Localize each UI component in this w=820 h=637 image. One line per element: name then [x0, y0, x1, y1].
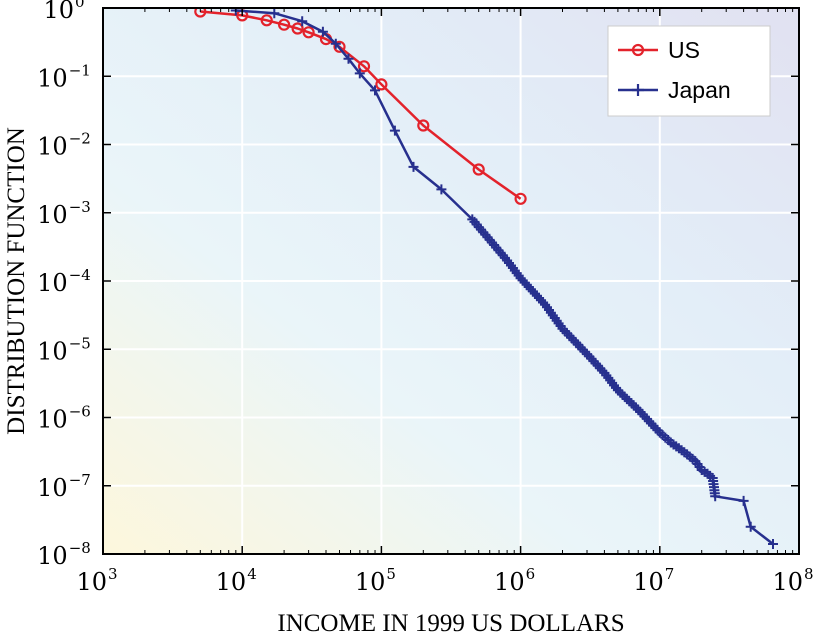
- legend-japan-marker: [632, 84, 644, 96]
- us-data-point: [194, 8, 207, 18]
- japan-data-point: [297, 16, 308, 27]
- us-data-point: [278, 18, 291, 31]
- x-tick-label: 106: [494, 565, 535, 596]
- x-tick-label: 104: [216, 565, 257, 596]
- x-tick-label: 105: [355, 565, 396, 596]
- us-data-point: [333, 40, 346, 53]
- y-axis-label: DISTRIBUTION FUNCTION: [3, 127, 30, 435]
- us-data-point: [260, 14, 273, 27]
- japan-data-point: [389, 125, 400, 136]
- us-data-point: [514, 192, 527, 205]
- japan-data-point: [570, 337, 581, 348]
- japan-data-point: [564, 330, 575, 341]
- japan-data-point: [590, 358, 601, 369]
- japan-data-point: [568, 335, 579, 346]
- japan-data-point: [745, 521, 756, 532]
- japan-data-point: [631, 402, 641, 413]
- japan-data-point: [633, 404, 644, 415]
- japan-data-point: [710, 491, 721, 502]
- japan-data-point: [557, 323, 568, 334]
- us-series-line: [200, 10, 522, 200]
- japan-data-point: [317, 26, 328, 37]
- japan-data-point: [738, 495, 749, 506]
- legend: US Japan: [607, 25, 771, 117]
- us-data-point: [357, 60, 371, 73]
- japan-data-point: [582, 349, 592, 360]
- x-axis-label: INCOME IN 1999 US DOLLARS: [277, 610, 624, 637]
- y-tick-label: 10−4: [37, 266, 91, 297]
- japan-data-point: [436, 184, 447, 195]
- japan-data-point: [559, 326, 570, 336]
- y-tick-label: 10−1: [37, 61, 91, 92]
- legend-japan-label: Japan: [668, 77, 731, 103]
- japan-data-point: [652, 425, 663, 436]
- y-tick-label: 10−8: [37, 539, 91, 570]
- japan-data-point: [343, 53, 354, 64]
- japan-data-point: [617, 389, 628, 400]
- us-data-point: [302, 26, 315, 39]
- japan-data-point: [330, 38, 341, 49]
- japan-data-point: [575, 342, 586, 353]
- y-tick-label: 10−6: [37, 403, 91, 434]
- series-layer: [194, 8, 778, 549]
- y-tick-label: 100: [43, 0, 84, 24]
- y-tick-label: 10−7: [37, 471, 91, 502]
- legend-box: [607, 25, 771, 117]
- japan-data-point: [577, 344, 588, 355]
- japan-data-point: [370, 85, 380, 96]
- us-data-point: [472, 163, 485, 176]
- x-tick-label: 103: [76, 565, 117, 596]
- legend-us-marker: [631, 43, 645, 57]
- japan-data-point: [566, 332, 577, 343]
- japan-data-point: [562, 328, 572, 339]
- y-tick-label: 10−3: [37, 198, 91, 229]
- japan-data-point: [269, 8, 280, 19]
- x-tick-label: 108: [772, 565, 813, 596]
- us-data-point: [291, 22, 304, 35]
- axis-ticks: [102, 7, 800, 555]
- y-tick-label: 10−2: [37, 130, 91, 161]
- japan-data-point: [768, 539, 778, 549]
- y-tick-label: 10−5: [37, 334, 91, 365]
- japan-data-point: [354, 68, 365, 79]
- japan-data-point: [579, 346, 590, 357]
- x-tick-label: 107: [633, 565, 674, 596]
- us-data-point: [417, 119, 430, 132]
- us-data-point: [375, 78, 388, 91]
- legend-us-label: US: [668, 37, 700, 63]
- japan-data-point: [408, 161, 419, 172]
